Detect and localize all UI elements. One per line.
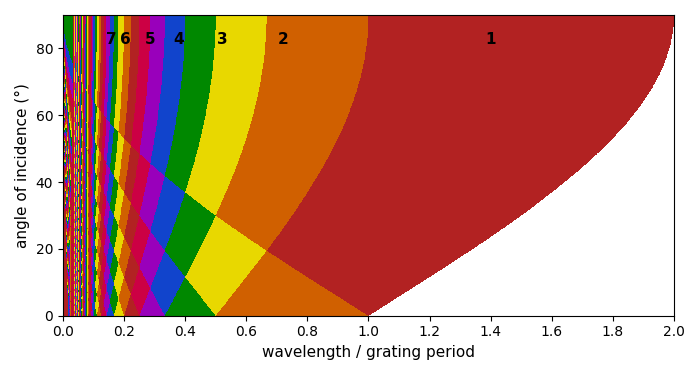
Y-axis label: angle of incidence (°): angle of incidence (°): [15, 83, 30, 248]
Text: 5: 5: [145, 32, 155, 47]
Text: 2: 2: [278, 32, 288, 47]
Text: 4: 4: [174, 32, 184, 47]
Text: 1: 1: [486, 32, 496, 47]
Text: 7: 7: [106, 32, 116, 47]
Text: 3: 3: [216, 32, 227, 47]
X-axis label: wavelength / grating period: wavelength / grating period: [262, 345, 475, 360]
Text: 6: 6: [120, 32, 131, 47]
